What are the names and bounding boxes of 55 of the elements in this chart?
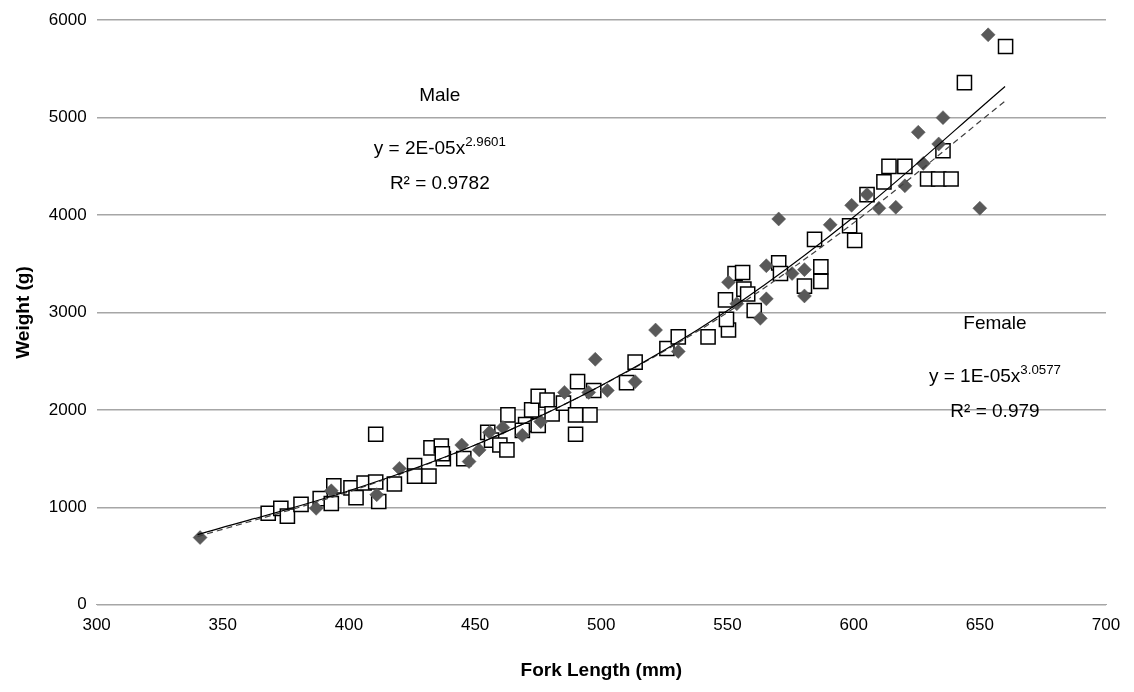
point — [753, 311, 768, 326]
annotation: R² = 0.979 — [950, 400, 1040, 422]
point — [461, 454, 477, 469]
point — [721, 275, 736, 290]
point — [648, 322, 663, 338]
point — [392, 461, 407, 476]
point — [671, 344, 686, 359]
point — [888, 200, 904, 215]
point — [557, 385, 572, 400]
y-tick-label: 2000 — [48, 399, 87, 419]
point — [980, 27, 996, 43]
x-tick-label: 450 — [460, 614, 490, 634]
point — [627, 374, 643, 389]
y-tick-label: 4000 — [48, 204, 87, 224]
point — [600, 383, 615, 398]
point — [822, 217, 838, 233]
point — [759, 291, 774, 307]
point — [454, 437, 470, 453]
point — [324, 483, 339, 499]
point — [495, 420, 511, 435]
x-tick-label: 550 — [713, 614, 742, 634]
point — [588, 352, 603, 367]
x-tick-label: 500 — [587, 614, 616, 634]
point — [844, 198, 859, 213]
x-tick-label: 600 — [839, 614, 868, 634]
y-tick-label: 6000 — [48, 9, 87, 29]
point — [797, 288, 812, 304]
y-axis-title: Weight (g) — [11, 266, 33, 359]
y-tick-label: 0 — [77, 594, 87, 614]
point — [471, 442, 487, 458]
x-tick-label: 650 — [965, 614, 995, 634]
annotation: Female — [963, 312, 1027, 334]
point — [871, 201, 887, 216]
point — [972, 201, 988, 216]
y-tick-label: 5000 — [48, 107, 87, 127]
annotation: R² = 0.9782 — [389, 172, 490, 194]
point — [784, 266, 800, 281]
point — [533, 414, 548, 429]
y-tick-label: 3000 — [48, 302, 87, 322]
annotation: Male — [419, 84, 461, 106]
point — [911, 125, 926, 140]
y-tick-label: 1000 — [48, 497, 87, 517]
point — [771, 211, 786, 227]
x-tick-label: 700 — [1091, 614, 1121, 634]
x-tick-label: 300 — [82, 614, 111, 634]
point — [759, 258, 774, 273]
point — [935, 110, 951, 125]
x-tick-label: 400 — [334, 614, 364, 634]
point — [515, 428, 530, 443]
x-tick-label: 350 — [208, 614, 237, 634]
point — [897, 178, 913, 194]
x-axis-title: Fork Length (mm) — [520, 658, 683, 680]
point — [308, 501, 324, 516]
point — [369, 487, 384, 502]
point — [797, 262, 812, 277]
